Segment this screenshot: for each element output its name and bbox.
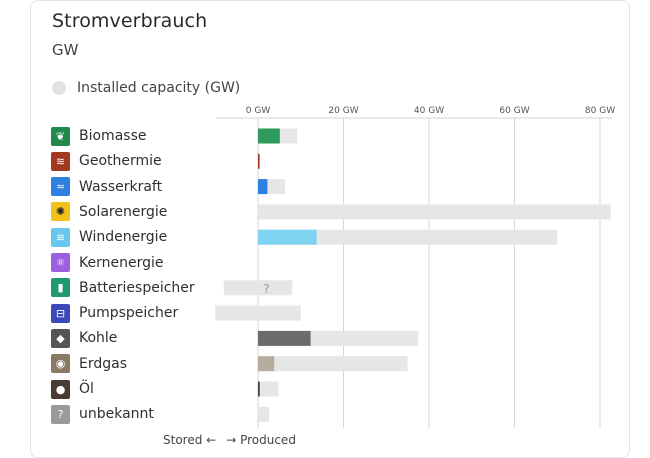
pump-icon: ⊟ xyxy=(51,304,70,323)
direction-legend: Stored ← → Produced xyxy=(163,433,296,447)
source-label: Geothermie xyxy=(79,153,162,169)
source-row-pumpspeicher: ⊟ Pumpspeicher xyxy=(51,303,178,323)
produced-bar xyxy=(258,356,274,371)
source-row-wasserkraft: ≈ Wasserkraft xyxy=(51,177,162,197)
produced-bar xyxy=(258,331,311,346)
oil-drop-icon: ● xyxy=(51,380,70,399)
wind-icon: ≋ xyxy=(51,228,70,247)
source-label: Batteriespeicher xyxy=(79,280,195,296)
capacity-bar xyxy=(258,204,611,219)
source-row-kohle: ◆ Kohle xyxy=(51,328,117,348)
produced-bar xyxy=(258,382,260,397)
source-label: Öl xyxy=(79,381,94,397)
produced-bar xyxy=(258,230,317,245)
produced-label: → Produced xyxy=(226,433,296,447)
source-label: Pumpspeicher xyxy=(79,305,178,321)
source-row-batteriespeicher: ▮ Batteriespeicher xyxy=(51,278,195,298)
sun-icon: ✺ xyxy=(51,202,70,221)
source-label: Kohle xyxy=(79,330,117,346)
source-row-erdgas: ◉ Erdgas xyxy=(51,354,127,374)
produced-bar xyxy=(258,129,280,144)
produced-bar xyxy=(258,154,260,169)
source-row-geothermie: ≋ Geothermie xyxy=(51,151,162,171)
question-icon: ? xyxy=(51,405,70,424)
source-row-windenergie: ≋ Windenergie xyxy=(51,227,167,247)
capacity-bar xyxy=(224,280,292,295)
capacity-bar xyxy=(258,407,269,422)
produced-bar xyxy=(258,179,267,194)
source-label: Solarenergie xyxy=(79,204,167,220)
source-row-solarenergie: ✺ Solarenergie xyxy=(51,202,167,222)
x-tick-label: 80 GW xyxy=(585,106,615,116)
stored-label: Stored ← xyxy=(163,433,216,447)
capacity-bar xyxy=(215,306,301,321)
coal-icon: ◆ xyxy=(51,329,70,348)
x-tick-label: 20 GW xyxy=(328,106,358,116)
water-waves-icon: ≈ xyxy=(51,177,70,196)
source-label: Kernenergie xyxy=(79,255,163,271)
annotations: ? xyxy=(263,282,269,296)
x-tick-label: 0 GW xyxy=(246,106,271,116)
sprout-icon: ❦ xyxy=(51,127,70,146)
atom-icon: ⚛ xyxy=(51,253,70,272)
capacity-bars xyxy=(215,129,610,422)
source-row-biomasse: ❦ Biomasse xyxy=(51,126,146,146)
x-tick-label: 40 GW xyxy=(414,106,444,116)
source-row-kernenergie: ⚛ Kernenergie xyxy=(51,253,163,273)
battery-icon: ▮ xyxy=(51,278,70,297)
x-axis-ticks: 0 GW 20 GW 40 GW 60 GW 80 GW xyxy=(246,106,615,116)
unknown-annotation: ? xyxy=(263,282,269,296)
gas-flame-icon: ◉ xyxy=(51,354,70,373)
source-label: Biomasse xyxy=(79,128,146,144)
source-label: Erdgas xyxy=(79,356,127,372)
source-label: Wasserkraft xyxy=(79,179,162,195)
source-label: unbekannt xyxy=(79,406,154,422)
source-row-unbekannt: ? unbekannt xyxy=(51,404,154,424)
source-label: Windenergie xyxy=(79,229,167,245)
capacity-bar xyxy=(258,356,408,371)
source-row-öl: ● Öl xyxy=(51,379,94,399)
heat-waves-icon: ≋ xyxy=(51,152,70,171)
capacity-bar xyxy=(258,382,279,397)
x-tick-label: 60 GW xyxy=(499,106,529,116)
